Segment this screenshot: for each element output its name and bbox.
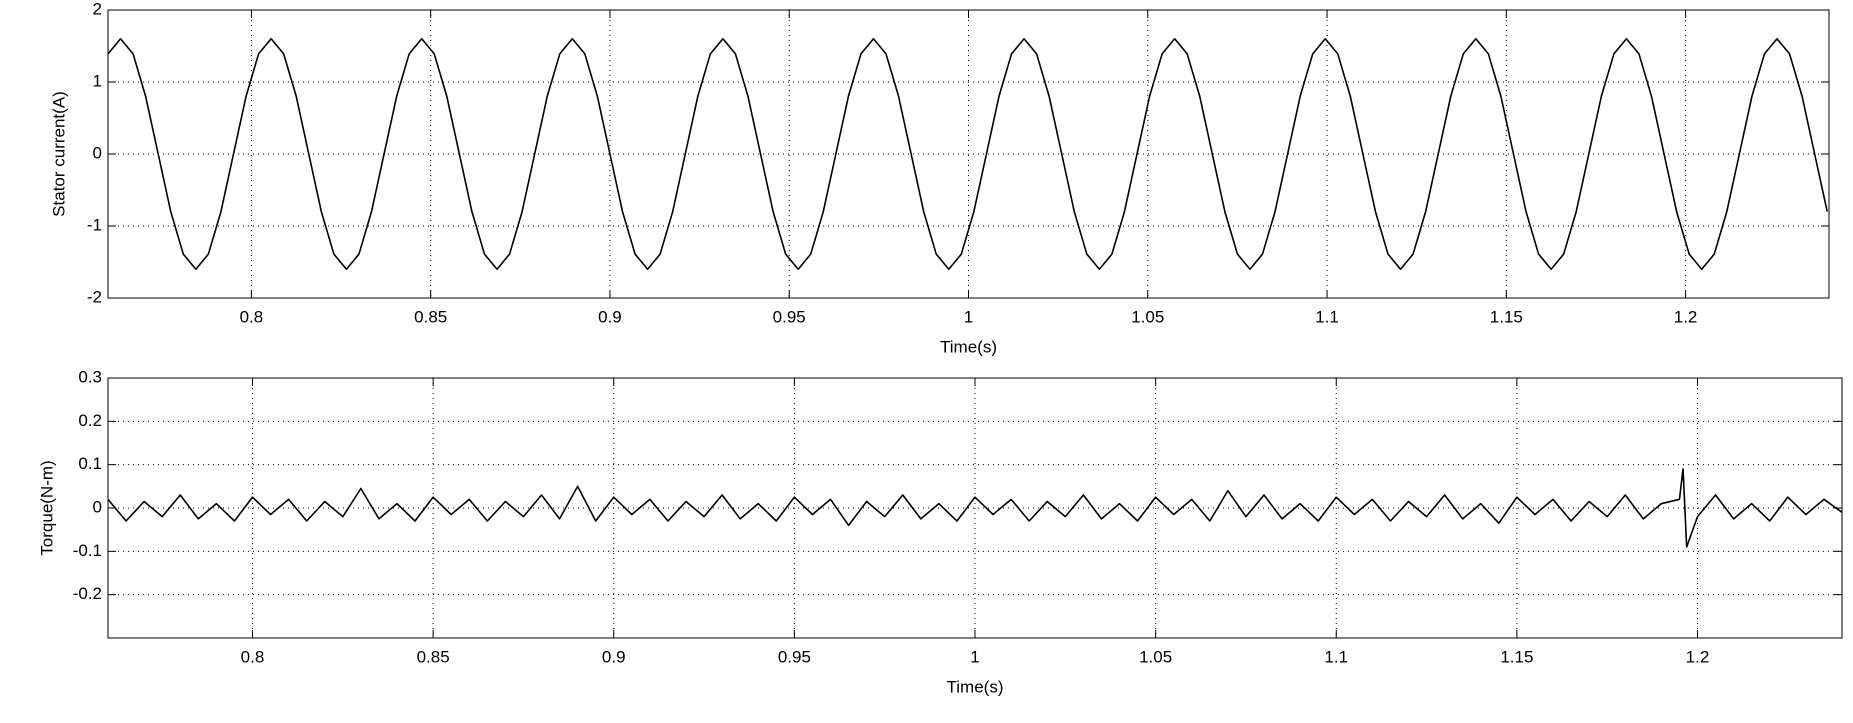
x-axis-label: Time(s)	[940, 337, 997, 356]
x-tick-label: 1.15	[1490, 307, 1523, 326]
plot-frame	[107, 9, 1830, 299]
x-tick-label: 0.9	[602, 647, 626, 666]
y-tick-label: 2	[93, 0, 102, 18]
y-tick-label: 0	[93, 497, 102, 516]
x-tick-label: 1.2	[1674, 307, 1698, 326]
y-tick-label: 0	[93, 143, 102, 162]
x-tick-label: 1.2	[1686, 647, 1710, 666]
y-tick-label: 1	[93, 71, 102, 90]
x-tick-label: 1.15	[1500, 647, 1533, 666]
x-tick-label: 1.1	[1315, 307, 1339, 326]
x-tick-label: 1.05	[1131, 307, 1164, 326]
y-tick-label: 0.2	[78, 411, 102, 430]
x-tick-label: 1.05	[1139, 647, 1172, 666]
y-tick-label: 0.3	[78, 367, 102, 386]
data-line	[107, 468, 1843, 548]
x-tick-label: 0.8	[241, 647, 265, 666]
y-tick-label: -0.2	[73, 584, 102, 603]
y-axis-label: Stator current(A)	[49, 91, 68, 217]
y-tick-label: -2	[87, 287, 102, 306]
y-tick-label: -0.1	[73, 541, 102, 560]
x-tick-label: 1.1	[1324, 647, 1348, 666]
x-axis-label: Time(s)	[947, 677, 1004, 696]
x-tick-label: 0.95	[773, 307, 806, 326]
data-line	[107, 38, 1828, 270]
x-tick-label: 0.85	[417, 647, 450, 666]
x-tick-label: 0.95	[778, 647, 811, 666]
y-tick-label: -1	[87, 215, 102, 234]
plot-frame	[107, 377, 1843, 639]
x-tick-label: 1	[964, 307, 973, 326]
y-axis-label: Torque(N-m)	[37, 460, 56, 555]
x-tick-label: 0.85	[414, 307, 447, 326]
y-tick-label: 0.1	[78, 454, 102, 473]
x-tick-label: 0.9	[598, 307, 622, 326]
x-tick-label: 0.8	[240, 307, 264, 326]
x-tick-label: 1	[970, 647, 979, 666]
